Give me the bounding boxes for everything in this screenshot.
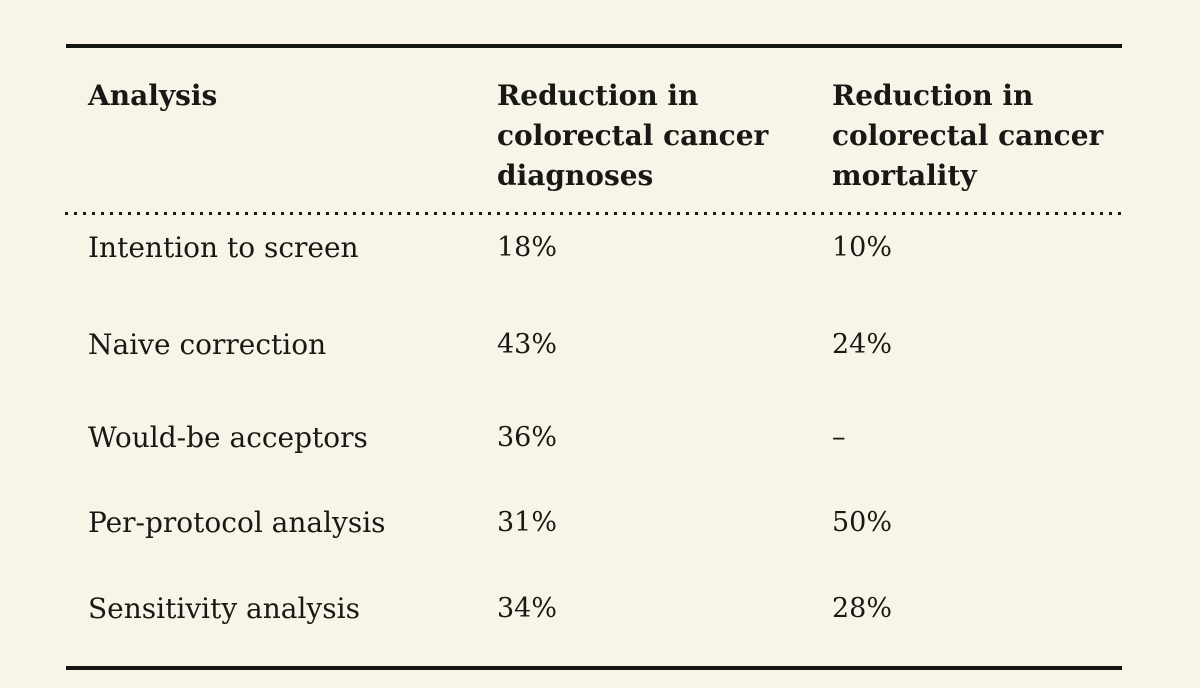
table-row: Intention to screen 18% 10% xyxy=(0,230,1200,270)
mortality-value: 50% xyxy=(832,507,893,538)
table-row: Naive correction 43% 24% xyxy=(0,327,1200,367)
row-label: Intention to screen xyxy=(88,231,359,264)
table-row: Sensitivity analysis 34% 28% xyxy=(0,591,1200,631)
diagnoses-value: 36% xyxy=(497,422,558,453)
table-top-rule xyxy=(66,44,1122,48)
mortality-value: 28% xyxy=(832,593,893,624)
table-row: Per-protocol analysis 31% 50% xyxy=(0,505,1200,545)
row-label: Per-protocol analysis xyxy=(88,506,386,539)
row-label: Would-be acceptors xyxy=(88,421,368,454)
row-label: Naive correction xyxy=(88,328,327,361)
mortality-value: 10% xyxy=(832,232,893,263)
mortality-value: 24% xyxy=(832,329,893,360)
column-header-analysis: Analysis xyxy=(88,79,218,112)
diagnoses-value: 34% xyxy=(497,593,558,624)
column-header-mortality: Reduction in colorectal cancer mortality xyxy=(832,79,1104,192)
diagnoses-value: 31% xyxy=(497,507,558,538)
diagnoses-value: 43% xyxy=(497,329,558,360)
row-label: Sensitivity analysis xyxy=(88,592,360,625)
diagnoses-value: 18% xyxy=(497,232,558,263)
header-separator-dotted-rule xyxy=(65,212,1125,215)
mortality-value: – xyxy=(832,422,846,453)
table-row: Would-be acceptors 36% – xyxy=(0,420,1200,460)
column-header-diagnoses: Reduction in colorectal cancer diagnoses xyxy=(497,79,769,192)
table-bottom-rule xyxy=(66,666,1122,670)
